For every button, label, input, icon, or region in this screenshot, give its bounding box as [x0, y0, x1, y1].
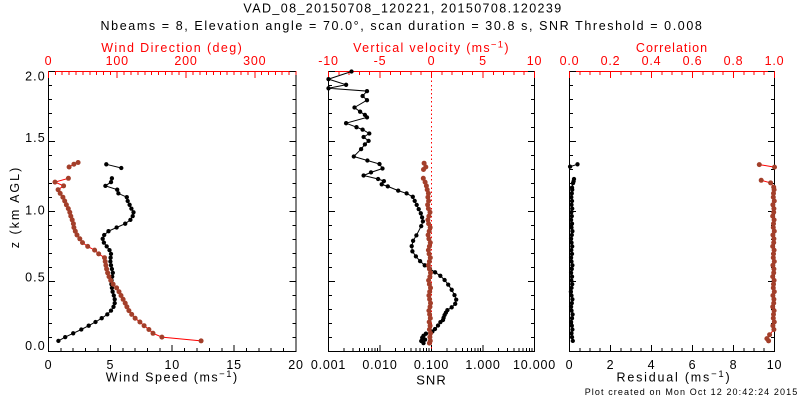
svg-text:10.000: 10.000: [513, 358, 556, 372]
svg-text:1.0: 1.0: [25, 204, 46, 218]
svg-text:0.001: 0.001: [311, 358, 346, 372]
svg-text:1.5: 1.5: [25, 131, 46, 145]
svg-text:10: 10: [164, 358, 180, 372]
svg-text:0.010: 0.010: [362, 358, 397, 372]
svg-text:0.5: 0.5: [25, 270, 46, 284]
svg-text:0.2: 0.2: [601, 54, 621, 68]
svg-text:4: 4: [648, 358, 656, 372]
svg-text:Nbeams = 8, Elevation angle =: Nbeams = 8, Elevation angle = 70.0°, sca…: [101, 19, 704, 33]
svg-text:2.0: 2.0: [25, 70, 46, 84]
svg-text:Vertical velocity (ms−1): Vertical velocity (ms−1): [353, 40, 510, 56]
svg-text:SNR: SNR: [416, 373, 446, 388]
svg-text:100: 100: [106, 54, 129, 68]
svg-text:8: 8: [730, 358, 738, 372]
svg-text:0.8: 0.8: [724, 54, 744, 68]
svg-text:2: 2: [607, 358, 615, 372]
svg-text:300: 300: [243, 54, 266, 68]
svg-text:5: 5: [107, 358, 115, 372]
svg-text:Residual (ms−1): Residual (ms−1): [617, 369, 732, 385]
svg-text:10: 10: [767, 358, 783, 372]
svg-text:-10: -10: [318, 54, 338, 68]
svg-text:15: 15: [226, 358, 242, 372]
svg-text:Wind Speed (ms−1): Wind Speed (ms−1): [106, 369, 239, 385]
svg-text:Wind Direction (deg): Wind Direction (deg): [101, 41, 243, 55]
svg-text:Plot created on Mon Oct 12 20:: Plot created on Mon Oct 12 20:42:24 2015: [585, 387, 799, 397]
svg-text:Correlation: Correlation: [636, 41, 708, 55]
svg-text:0: 0: [566, 358, 574, 372]
svg-text:z (km AGL): z (km AGL): [8, 166, 22, 249]
svg-text:1.000: 1.000: [465, 358, 500, 372]
svg-text:0.0: 0.0: [560, 54, 580, 68]
svg-text:10: 10: [527, 54, 543, 68]
svg-text:0: 0: [428, 54, 436, 68]
svg-text:0.4: 0.4: [642, 54, 662, 68]
svg-text:0.6: 0.6: [683, 54, 703, 68]
svg-text:200: 200: [174, 54, 197, 68]
svg-text:VAD_08_20150708_120221, 201507: VAD_08_20150708_120221, 20150708.120239: [243, 2, 562, 16]
svg-text:6: 6: [689, 358, 697, 372]
svg-text:0.100: 0.100: [414, 358, 449, 372]
svg-text:5: 5: [479, 54, 487, 68]
svg-text:0.0: 0.0: [25, 339, 46, 353]
svg-text:-5: -5: [374, 54, 387, 68]
svg-text:20: 20: [288, 358, 304, 372]
svg-text:1.0: 1.0: [765, 54, 785, 68]
svg-text:0: 0: [45, 54, 53, 68]
svg-text:0: 0: [45, 358, 53, 372]
